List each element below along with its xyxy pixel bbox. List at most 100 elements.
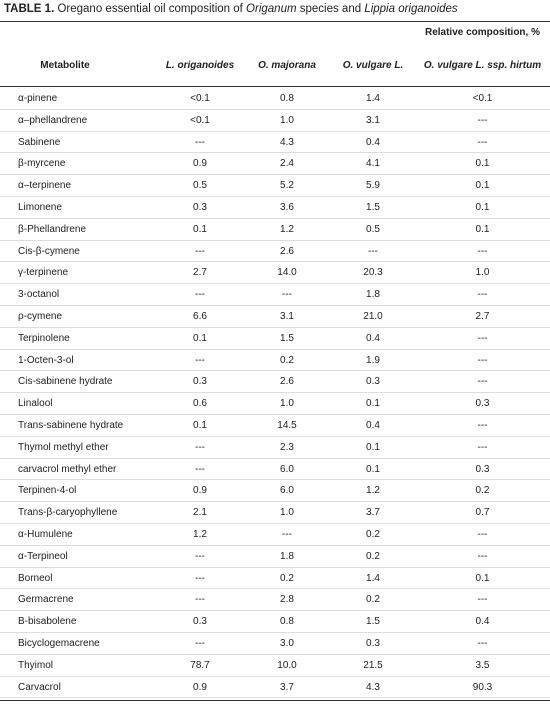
table-row: ρ-cymene 6.6 3.1 21.0 2.7: [0, 306, 550, 328]
composition-value: ---: [477, 332, 488, 344]
composition-value: ---: [477, 419, 488, 431]
metabolite-name: β-Phellandrene: [18, 223, 87, 235]
table-row: Carvacrol 0.9 3.7 4.3 90.3: [0, 677, 550, 699]
metabolite-name: carvacrol methyl ether: [18, 463, 117, 475]
composition-value: 0.5: [366, 223, 380, 235]
composition-value: 0.1: [475, 572, 490, 584]
composition-value: 2.7: [475, 310, 490, 322]
metabolite-name: α-pinene: [18, 93, 58, 104]
composition-value: ---: [195, 245, 205, 257]
composition-value: 0.3: [193, 616, 207, 628]
composition-value: 1.8: [366, 289, 380, 301]
composition-value: 1.8: [280, 550, 294, 562]
metabolite-name: Trans-sabinene hydrate: [18, 419, 124, 431]
composition-value: ---: [282, 528, 292, 540]
composition-value: ---: [195, 572, 205, 584]
table-row: 1-Octen-3-ol --- 0.2 1.9 ---: [0, 350, 550, 372]
composition-value: 2.6: [280, 245, 294, 257]
composition-value: ---: [477, 114, 488, 126]
composition-value: <0.1: [472, 93, 493, 104]
composition-value: 4.1: [366, 158, 380, 170]
header-rule: [0, 86, 550, 87]
composition-value: 3.0: [280, 637, 294, 649]
table-row: α–phellandrene <0.1 1.0 3.1 ---: [0, 110, 550, 132]
composition-value: 2.3: [280, 441, 294, 453]
metabolite-name: Cis-sabinene hydrate: [18, 376, 113, 388]
metabolite-name: Terpinen-4-ol: [18, 485, 77, 497]
composition-value: 0.3: [475, 398, 490, 410]
composition-value: ---: [477, 289, 488, 301]
metabolite-name: Germacrene: [18, 594, 74, 606]
composition-value: 0.2: [366, 594, 380, 606]
top-rule: [0, 21, 550, 22]
metabolite-name: α-Terpineol: [18, 550, 68, 562]
composition-value: 1.0: [280, 114, 294, 126]
composition-value: ---: [195, 594, 205, 606]
table-row: γ-terpinene 2.7 14.0 20.3 1.0: [0, 262, 550, 285]
composition-value: 2.1: [193, 507, 207, 519]
composition-value: 0.3: [366, 376, 380, 388]
column-header: O. vulgare L.: [342, 60, 404, 71]
metabolite-name: Terpinolene: [18, 332, 70, 344]
composition-value: 2.6: [280, 376, 294, 388]
table-title: TABLE 1. Oregano essential oil compositi…: [4, 3, 458, 15]
composition-value: 3.7: [280, 681, 294, 693]
composition-value: ---: [195, 550, 205, 562]
composition-value: 1.5: [366, 201, 380, 213]
composition-value: 3.1: [280, 310, 294, 322]
composition-value: 3.1: [366, 114, 380, 126]
composition-value: 0.1: [366, 463, 380, 475]
composition-value: 1.0: [475, 267, 490, 279]
composition-value: 2.4: [280, 158, 294, 170]
composition-value: 0.3: [193, 201, 207, 213]
table-row: Cis-sabinene hydrate 0.3 2.6 0.3 ---: [0, 371, 550, 394]
table-row: Limonene 0.3 3.6 1.5 0.1: [0, 197, 550, 219]
table-body: α-pinene <0.1 0.8 1.4 <0.1 α–phellandrene <0.1…: [0, 88, 550, 699]
composition-value: 1.2: [193, 528, 207, 540]
title-italic: Origanum: [246, 3, 297, 15]
composition-value: 0.6: [193, 398, 207, 410]
title-text: species and: [296, 3, 365, 15]
composition-value: 5.9: [366, 180, 380, 192]
composition-value: 0.1: [193, 223, 207, 235]
composition-value: 0.2: [366, 528, 380, 540]
metabolite-name: β-myrcene: [18, 158, 66, 170]
composition-value: 0.2: [475, 485, 490, 497]
composition-value: ---: [282, 289, 292, 301]
table-row: Bicyclogemacrene --- 3.0 0.3 ---: [0, 633, 550, 655]
composition-value: 6.0: [280, 485, 294, 497]
composition-value: 1.2: [366, 485, 380, 497]
composition-value: 3.6: [280, 201, 294, 213]
table-row: Sabinene --- 4.3 0.4 ---: [0, 132, 550, 154]
composition-value: 1.9: [366, 354, 380, 366]
table-row: carvacrol methyl ether --- 6.0 0.1 0.3: [0, 459, 550, 481]
composition-value: 0.9: [193, 681, 207, 693]
column-header: Metabolite: [40, 60, 90, 71]
composition-value: 3.5: [475, 659, 490, 671]
metabolite-name: B-bisabolene: [18, 616, 77, 628]
metabolite-name: α–phellandrene: [18, 114, 88, 126]
composition-value: 10.0: [277, 659, 297, 671]
composition-value: 0.1: [193, 332, 207, 344]
table-row: Linalool 0.6 1.0 0.1 0.3: [0, 393, 550, 415]
composition-value: ---: [477, 136, 488, 148]
table-row: Cis-β-cymene --- 2.6 --- ---: [0, 241, 550, 263]
composition-value: 0.3: [475, 463, 490, 475]
composition-value: 6.6: [193, 310, 207, 322]
composition-value: ---: [477, 376, 488, 388]
table-row: α-Humulene 1.2 --- 0.2 ---: [0, 524, 550, 546]
composition-value: 1.5: [366, 616, 380, 628]
composition-value: 14.5: [277, 419, 297, 431]
composition-value: 0.9: [193, 485, 207, 497]
composition-value: 1.2: [280, 223, 294, 235]
metabolite-name: Borneol: [18, 572, 53, 584]
composition-value: ---: [195, 441, 205, 453]
composition-value: 2.7: [193, 267, 207, 279]
composition-value: 1.4: [366, 93, 380, 104]
composition-value: 1.0: [280, 507, 294, 519]
metabolite-name: Bicyclogemacrene: [18, 637, 100, 649]
composition-value: ---: [477, 550, 488, 562]
metabolite-name: Linalool: [18, 398, 53, 410]
composition-value: ---: [195, 136, 205, 148]
composition-value: 0.2: [280, 572, 294, 584]
